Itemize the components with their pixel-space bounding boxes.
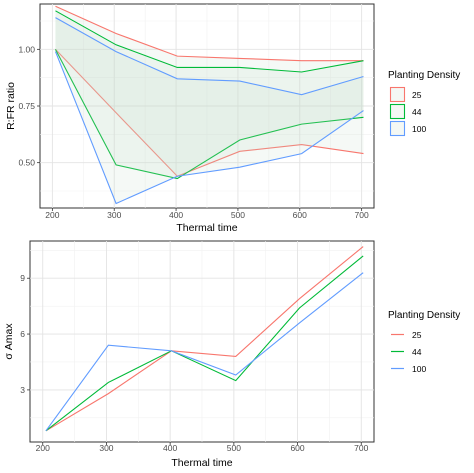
x-tick-label: 400	[169, 210, 183, 220]
series-line-44	[45, 255, 364, 432]
ribbon-fill-100	[55, 17, 364, 204]
legend-label-25: 25	[412, 330, 422, 340]
legend-key-25	[389, 86, 406, 103]
y-tick-label: 0.50	[18, 158, 35, 168]
ribbon-lower-line-100	[54, 51, 364, 205]
x-tick-label: 400	[163, 443, 177, 453]
legend-label-100: 100	[412, 364, 426, 374]
ribbon-fill-25	[55, 6, 364, 177]
x-tick-label: 700	[354, 443, 368, 453]
y-tick-label: 3	[20, 385, 25, 395]
legend-label-100: 100	[412, 124, 426, 134]
x-tick-label: 300	[99, 443, 113, 453]
legend-label-25: 25	[412, 90, 422, 100]
series-44	[45, 255, 364, 432]
x-tick-label: 300	[107, 210, 121, 220]
legend-title: Planting Density	[388, 70, 460, 81]
y-tick-label: 9	[20, 273, 25, 283]
legend-label-44: 44	[412, 107, 422, 117]
x-axis-title: Thermal time	[171, 457, 232, 469]
series-line-25	[45, 246, 364, 432]
series-line-100	[45, 272, 364, 432]
legend: Planting Density 25 44 100	[388, 70, 460, 137]
y-tick-label: 6	[20, 329, 25, 339]
legend-key-100	[389, 120, 406, 137]
legend-title: Planting Density	[388, 310, 460, 321]
y-axis-title: σ Amax	[3, 323, 15, 360]
x-tick-label: 200	[36, 443, 50, 453]
series-100	[45, 272, 364, 432]
ribbon-upper-line-25	[55, 5, 364, 62]
x-axis-title: Thermal time	[176, 222, 237, 234]
ribbon-lower-line-44	[54, 49, 364, 180]
y-axis-title: R:FR ratio	[5, 82, 17, 130]
x-tick-label: 200	[45, 210, 59, 220]
chart-panel-2: 200 300 400 500 600 700 3 6 9 Thermal time σ Amax P…	[3, 240, 460, 469]
legend: Planting Density 25 44 100	[388, 310, 460, 376]
ribbon-fill-44	[55, 10, 364, 179]
y-tick-label: 1.00	[18, 44, 35, 54]
series-25	[45, 246, 364, 432]
x-tick-label: 600	[293, 210, 307, 220]
ribbon-upper-line-100	[55, 17, 364, 96]
chart-panel-1: 200 300 400 500 600 700 0.50 0.75 1.00 Thermal ti…	[5, 3, 460, 234]
x-tick-label: 500	[227, 443, 241, 453]
series-100	[54, 17, 364, 205]
x-tick-label: 600	[290, 443, 304, 453]
x-tick-label: 500	[231, 210, 245, 220]
y-tick-label: 0.75	[18, 101, 35, 111]
ribbon-upper-line-44	[55, 10, 364, 73]
legend-label-44: 44	[412, 347, 422, 357]
series-44	[54, 10, 364, 180]
x-tick-label: 700	[355, 210, 369, 220]
legend-key-44	[389, 103, 406, 120]
